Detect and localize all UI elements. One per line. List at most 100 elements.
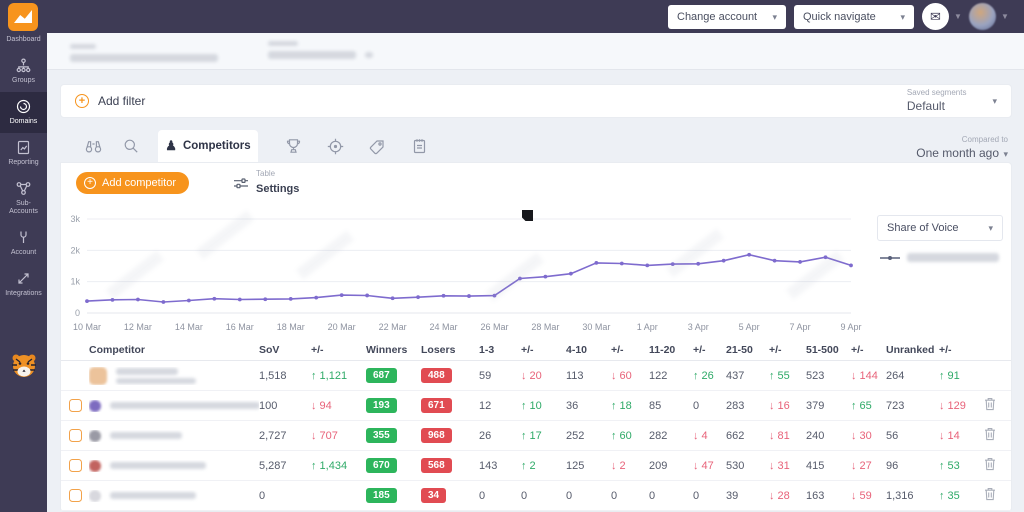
svg-text:14 Mar: 14 Mar [175,322,203,332]
tab-notes[interactable] [400,137,438,155]
winners-badge: 670 [366,458,397,473]
table-cell-r4_10: 113 [566,369,584,382]
column-header[interactable]: SoV [259,343,280,356]
tab-rankings[interactable] [274,137,312,155]
column-header[interactable]: +/- [769,343,782,356]
column-header[interactable]: 11-20 [649,343,676,356]
table-settings-button[interactable]: Table Settings [233,169,299,196]
column-header[interactable]: +/- [611,343,624,356]
actions-cell [984,487,1013,504]
sidebar-item-domains[interactable]: Domains [0,92,47,134]
column-header[interactable]: 21-50 [726,343,753,356]
competitor-name-blurred[interactable] [110,432,182,439]
group-selector-blurred[interactable] [70,44,218,62]
messages-button[interactable]: ✉ [922,3,949,30]
competitor-cell [89,366,259,385]
table-cell-r11_20: 0 [649,489,656,502]
table-cell-winners: 185 [366,488,421,503]
avatar[interactable] [969,3,996,30]
competitor-name-blurred[interactable] [110,402,259,409]
change-value: ↑ 2 [521,459,536,472]
sidebar-item-reporting[interactable]: Reporting [0,133,47,174]
change-value: ↑ 1,121 [311,369,348,382]
table-cell-sov_chg: ↓ 94 [311,400,366,412]
saved-segments-select[interactable]: Saved segments Default ▾ [907,88,997,115]
table-cell-top3_chg: ↑ 17 [521,430,566,442]
table-cell-r51_500: 415 [806,459,825,472]
add-filter-button[interactable]: + Add filter [75,94,145,108]
competitor-name-blurred[interactable] [110,492,196,499]
delete-competitor-button[interactable] [984,427,996,441]
row-checkbox[interactable] [69,429,82,442]
column-header[interactable]: +/- [851,343,864,356]
change-account-select[interactable]: Change account ▾ [668,5,786,29]
sidebar-item-account[interactable]: Account [0,223,47,264]
competitor-name-blurred[interactable] [116,367,196,384]
competitor-cell [89,429,259,442]
change-value: ↓ 60 [611,369,632,382]
table-cell-top3: 0 [479,489,486,502]
sidebar-item-groups[interactable]: Groups [0,51,47,92]
actions-cell [984,397,1013,414]
chart-metric-select[interactable]: Share of Voice ▾ [877,215,1003,241]
row-checkbox[interactable] [69,399,82,412]
table-cell-r21_50_chg: ↓ 28 [769,490,806,502]
row-checkbox[interactable] [69,459,82,472]
competitor-favicon [89,429,101,442]
legend-label-blurred[interactable] [907,253,999,262]
table-cell-sov: 100 [259,399,278,412]
delete-competitor-button[interactable] [984,397,996,411]
table-cell-r21_50: 39 [726,489,739,502]
column-header[interactable]: +/- [939,343,952,356]
column-header[interactable]: Unranked [886,343,935,356]
sidebar-item-integrations[interactable]: Integrations [0,264,47,305]
column-header[interactable]: +/- [693,343,706,356]
tab-tags[interactable] [358,138,396,155]
change-value: ↓ 2 [611,459,626,472]
sidebar-item-sub-accounts[interactable]: Sub-Accounts [0,174,47,223]
table-cell-r4_10_chg: ↓ 60 [611,370,649,382]
delete-competitor-icon [985,428,995,441]
column-header[interactable]: Losers [421,343,456,356]
competitor-favicon [89,366,107,385]
column-header[interactable]: +/- [521,343,534,356]
app-logo[interactable] [8,3,38,31]
delete-competitor-button[interactable] [984,487,996,501]
add-competitor-button[interactable]: + Add competitor [76,172,189,194]
change-value: ↑ 55 [769,369,790,382]
table-cell-top3: 12 [479,399,492,412]
domain-selector-blurred[interactable] [268,41,356,59]
delete-competitor-button[interactable] [984,457,996,471]
column-header[interactable]: 51-500 [806,343,839,356]
tab-landing-pages[interactable] [316,137,354,156]
table-cell-r51_500: 523 [806,369,825,382]
competitor-name-blurred[interactable] [110,462,206,469]
change-value: ↑ 10 [521,399,542,412]
column-header[interactable]: 4-10 [566,343,588,356]
column-header[interactable]: Winners [366,343,408,356]
competitor-cell [89,399,259,412]
chevron-down-icon[interactable]: ▼ [1001,12,1009,21]
table-cell-r21_50_chg: ↑ 55 [769,370,806,382]
change-value: ↓ 47 [693,459,714,472]
change-value: ↓ 30 [851,429,872,442]
tab-keyword-discovery[interactable] [74,137,112,155]
change-value: 0 [693,399,700,412]
tab-search[interactable] [112,137,150,155]
competitor-favicon [89,459,101,472]
chevron-down-icon[interactable]: ▼ [954,12,962,21]
winners-badge: 355 [366,428,397,443]
note-icon[interactable] [522,210,533,221]
column-header[interactable]: 1-3 [479,343,495,356]
competitors-table: Competitor SoV +/- Winners Losers 1-3 +/- 4-10 +… [61,339,1011,511]
column-header[interactable]: +/- [311,343,324,356]
change-value: ↓ 81 [769,429,790,442]
svg-text:2k: 2k [70,245,80,255]
quick-navigate-select[interactable]: Quick navigate ▾ [794,5,914,29]
table-cell-unranked: 1,316 [886,489,914,502]
column-header[interactable]: Competitor [89,343,145,356]
compared-to-select[interactable]: Compared to One month ago ▾ [916,135,1008,162]
row-checkbox[interactable] [69,489,82,502]
table-cell-r51_500_chg: ↓ 144 [851,370,886,382]
tab-competitors[interactable]: ♟ Competitors [158,130,258,162]
